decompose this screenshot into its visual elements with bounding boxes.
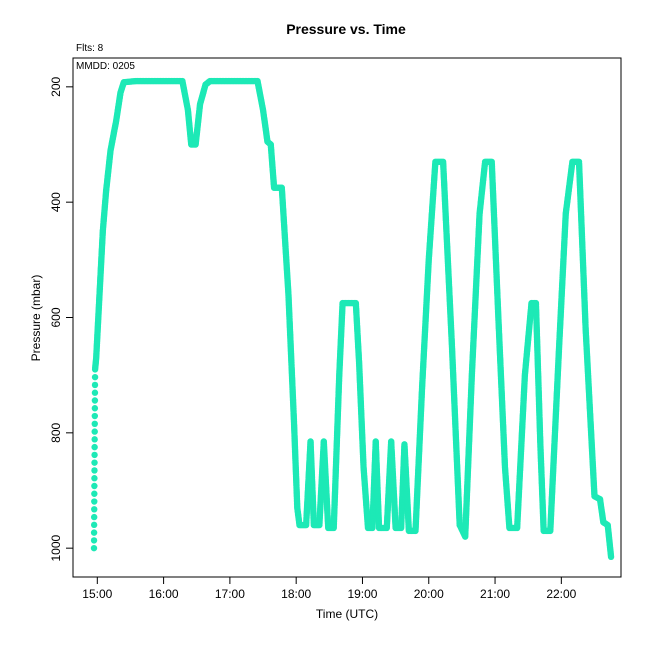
x-tick-label: 15:00 — [82, 587, 112, 601]
data-point — [90, 513, 98, 521]
x-tick-label: 20:00 — [414, 587, 444, 601]
data-point — [91, 412, 99, 420]
data-points — [90, 77, 615, 561]
data-point — [607, 553, 615, 561]
x-axis: 15:00 16:00 17:00 18:00 19:00 20:00 21:00 22:00 — [82, 576, 577, 601]
x-tick-label: 16:00 — [149, 587, 179, 601]
data-point — [91, 498, 98, 505]
data-point — [91, 436, 98, 443]
x-tick-label: 22:00 — [546, 587, 576, 601]
data-point — [91, 490, 98, 497]
y-tick-label: 200 — [49, 77, 63, 97]
data-point — [91, 397, 99, 404]
y-tick-label: 400 — [49, 192, 63, 212]
x-tick-label: 21:00 — [480, 587, 510, 601]
y-tick-label: 800 — [49, 423, 63, 443]
data-point — [91, 373, 99, 381]
data-point — [91, 451, 98, 459]
data-point — [90, 537, 98, 544]
data-point — [90, 521, 98, 529]
data-point — [91, 405, 99, 412]
data-point — [91, 475, 98, 482]
x-tick-label: 17:00 — [215, 587, 245, 601]
data-point — [91, 389, 99, 396]
y-axis-label: Pressure (mbar) — [29, 275, 43, 362]
data-point — [91, 443, 98, 451]
flights-annotation: Flts: 8 — [76, 43, 104, 54]
y-axis: 200 400 600 800 1000 — [49, 77, 74, 562]
data-point — [91, 381, 99, 389]
date-annotation: MMDD: 0205 — [76, 61, 135, 72]
x-tick-label: 19:00 — [347, 587, 377, 601]
data-point — [91, 467, 98, 474]
data-point — [90, 529, 98, 536]
data-point — [91, 459, 98, 466]
y-tick-label: 1000 — [49, 534, 63, 561]
x-axis-label: Time (UTC) — [316, 607, 378, 621]
x-tick-label: 18:00 — [281, 587, 311, 601]
data-point — [91, 482, 98, 490]
data-point — [91, 506, 98, 513]
chart-title: Pressure vs. Time — [286, 21, 406, 37]
y-tick-label: 600 — [49, 307, 63, 327]
data-point — [91, 420, 98, 428]
data-point — [91, 428, 98, 435]
data-point — [90, 544, 98, 552]
